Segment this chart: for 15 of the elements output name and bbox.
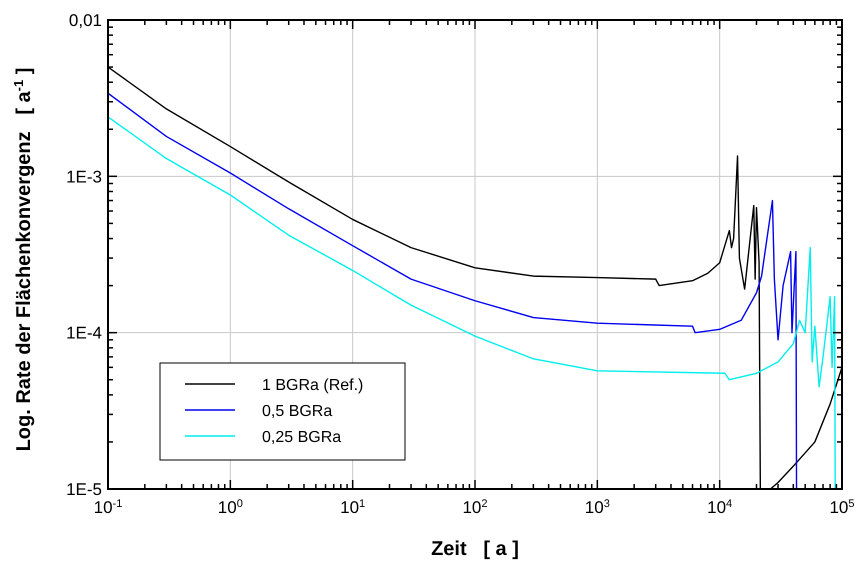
x-tick-label: 10$^{1}$	[340, 498, 366, 517]
y-tick-label: 1E-4	[66, 324, 102, 343]
legend-label: 0,5 BGRa	[262, 403, 332, 420]
y-tick-label: 0,01	[68, 11, 102, 30]
x-tick-label: 10$^{3}$	[584, 498, 610, 517]
x-tick-label: 10$^{2}$	[462, 498, 488, 517]
x-axis-title: Zeit [ a ]	[431, 538, 519, 560]
legend-label: 0,25 BGRa	[262, 429, 342, 446]
x-tick-label: 10$^{0}$	[218, 498, 243, 517]
x-tick-label: 10$^{-1}$	[94, 498, 122, 517]
y-tick-label: 1E-5	[66, 480, 102, 499]
x-tick-label: 10$^{5}$	[829, 498, 855, 517]
y-tick-label: 1E-3	[66, 167, 102, 186]
legend-label: 1 BGRa (Ref.)	[262, 377, 364, 394]
x-tick-label: 10$^{4}$	[707, 498, 732, 517]
